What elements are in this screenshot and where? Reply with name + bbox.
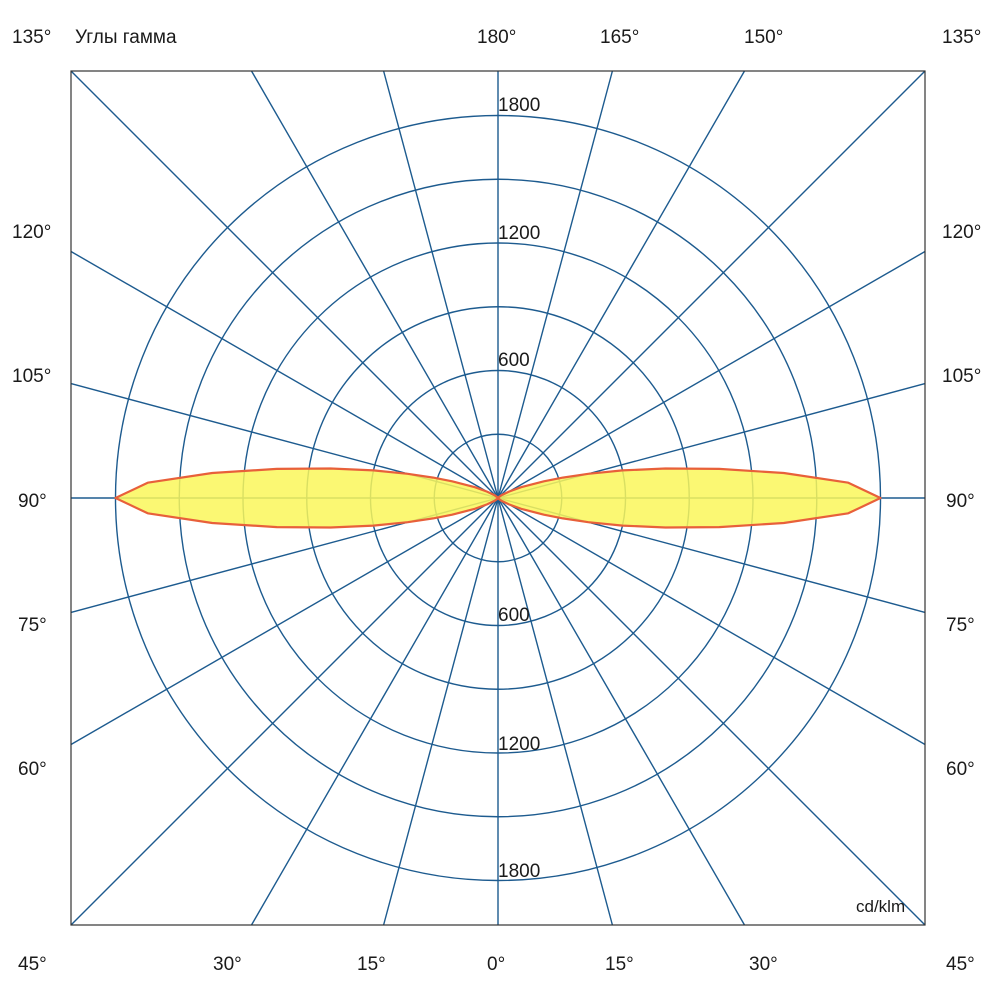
right-angle-label: 45° [946, 954, 975, 975]
intensity-curve [114, 467, 882, 529]
right-angle-label: 60° [946, 759, 975, 780]
grid-spoke [250, 497, 499, 926]
grid-spoke [497, 497, 926, 746]
title-label: Углы гамма [75, 27, 177, 48]
top-angle-label: 180° [477, 27, 516, 48]
grid-spoke [70, 70, 499, 499]
bottom-angle-label: 30° [213, 954, 242, 975]
bottom-angle-label: 15° [357, 954, 386, 975]
grid-spoke [497, 70, 746, 499]
left-angle-label: 135° [12, 27, 51, 48]
bottom-angle-label: 0° [487, 954, 505, 975]
grid-spoke [250, 70, 499, 499]
grid-spoke [382, 497, 499, 926]
right-angle-label: 105° [942, 366, 981, 387]
grid-spoke [497, 497, 746, 926]
grid-spoke [497, 70, 926, 499]
ring-value-label: 600 [498, 605, 530, 626]
left-angle-label: 105° [12, 366, 51, 387]
top-angle-label: 150° [744, 27, 783, 48]
bottom-angle-label: 15° [605, 954, 634, 975]
grid-spoke [497, 250, 926, 499]
grid-spoke [70, 497, 499, 926]
left-angle-label: 75° [18, 615, 47, 636]
grid-spoke [70, 250, 499, 499]
right-angle-label: 120° [942, 222, 981, 243]
right-angle-label: 75° [946, 615, 975, 636]
grid-spoke [497, 497, 926, 926]
ring-value-label: 600 [498, 350, 530, 371]
ring-value-label: 1800 [498, 861, 540, 882]
grid-spoke [382, 70, 499, 499]
bottom-angle-label: 30° [749, 954, 778, 975]
unit-label: cd/klm [856, 897, 905, 916]
left-angle-label: 90° [18, 491, 47, 512]
ring-value-label: 1200 [498, 734, 540, 755]
top-angle-label: 165° [600, 27, 639, 48]
ring-value-label: 1200 [498, 223, 540, 244]
ring-value-label: 1800 [498, 95, 540, 116]
grid-spoke [497, 497, 614, 926]
right-angle-label: 90° [946, 491, 975, 512]
left-angle-label: 60° [18, 759, 47, 780]
grid-spoke [497, 70, 614, 499]
plot-frame [70, 70, 926, 926]
intensity-curve-layer [114, 467, 882, 529]
right-angle-label: 135° [942, 27, 981, 48]
left-angle-label: 120° [12, 222, 51, 243]
left-angle-label: 45° [18, 954, 47, 975]
grid-spoke [70, 497, 499, 746]
polar-grid [70, 70, 926, 926]
